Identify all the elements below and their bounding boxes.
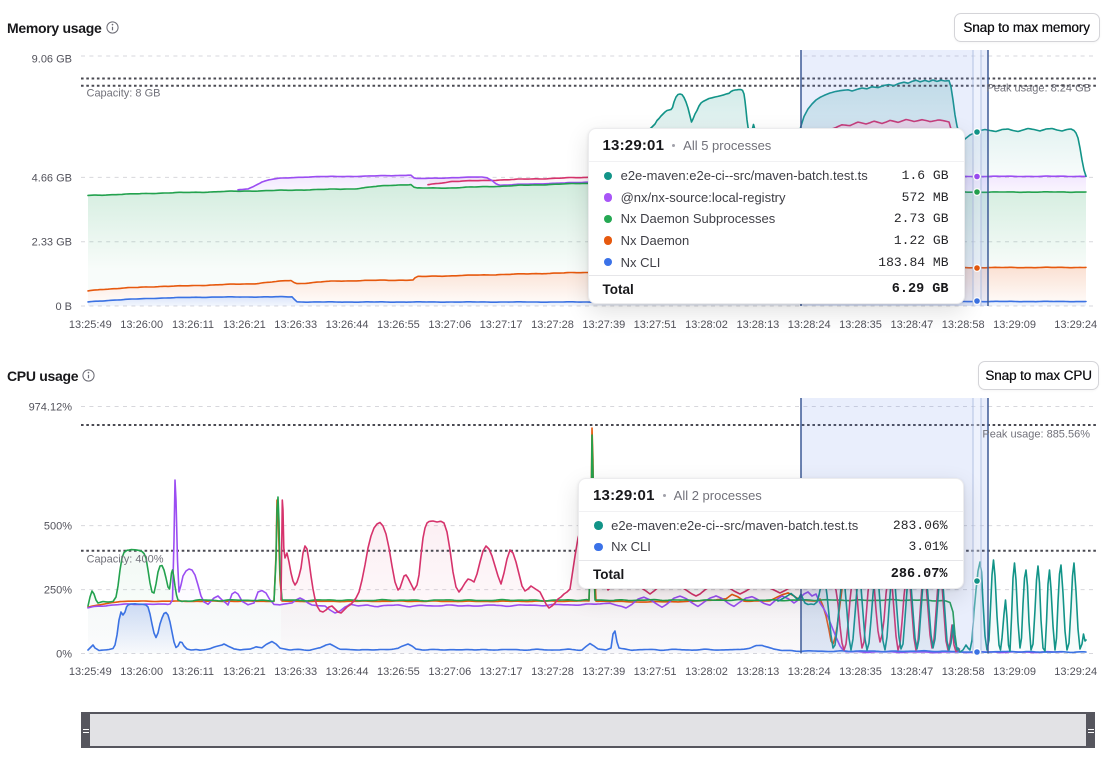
svg-text:13:28:13: 13:28:13: [736, 319, 779, 331]
svg-text:13:26:21: 13:26:21: [223, 319, 266, 331]
svg-text:13:26:00: 13:26:00: [120, 319, 163, 331]
svg-text:Capacity: 8 GB: Capacity: 8 GB: [87, 88, 161, 100]
svg-text:13:27:51: 13:27:51: [634, 666, 677, 678]
svg-text:13:26:21: 13:26:21: [223, 666, 266, 678]
svg-text:13:27:06: 13:27:06: [428, 666, 471, 678]
svg-text:2.33 GB: 2.33 GB: [32, 237, 72, 249]
svg-text:13:26:33: 13:26:33: [274, 319, 317, 331]
svg-text:13:27:39: 13:27:39: [582, 666, 625, 678]
svg-text:13:26:55: 13:26:55: [377, 666, 420, 678]
svg-text:4.66 GB: 4.66 GB: [32, 172, 72, 184]
svg-text:Capacity: 400%: Capacity: 400%: [87, 554, 164, 566]
svg-text:13:28:47: 13:28:47: [890, 319, 933, 331]
svg-text:0%: 0%: [56, 649, 72, 661]
svg-text:0 B: 0 B: [55, 301, 72, 313]
svg-text:13:29:09: 13:29:09: [993, 666, 1036, 678]
svg-text:13:26:11: 13:26:11: [172, 666, 214, 678]
svg-text:13:25:49: 13:25:49: [69, 319, 112, 331]
svg-text:13:28:47: 13:28:47: [890, 666, 933, 678]
svg-text:13:28:58: 13:28:58: [942, 319, 985, 331]
svg-text:13:28:13: 13:28:13: [736, 666, 779, 678]
svg-text:13:27:06: 13:27:06: [428, 319, 471, 331]
svg-text:13:27:17: 13:27:17: [480, 666, 523, 678]
svg-text:13:29:09: 13:29:09: [993, 319, 1036, 331]
svg-text:13:29:24: 13:29:24: [1054, 319, 1097, 331]
svg-text:13:26:44: 13:26:44: [326, 319, 369, 331]
svg-text:13:26:33: 13:26:33: [274, 666, 317, 678]
svg-text:13:28:35: 13:28:35: [839, 666, 882, 678]
svg-text:13:28:24: 13:28:24: [788, 666, 831, 678]
svg-text:13:28:35: 13:28:35: [839, 319, 882, 331]
svg-text:13:26:11: 13:26:11: [172, 319, 214, 331]
svg-text:13:29:24: 13:29:24: [1054, 666, 1097, 678]
svg-text:13:26:55: 13:26:55: [377, 319, 420, 331]
svg-text:13:27:39: 13:27:39: [582, 319, 625, 331]
svg-text:500%: 500%: [44, 521, 72, 533]
svg-text:Peak usage: 8.24 GB: Peak usage: 8.24 GB: [986, 83, 1091, 95]
svg-text:13:28:24: 13:28:24: [788, 319, 831, 331]
svg-text:Peak usage: 885.56%: Peak usage: 885.56%: [982, 429, 1090, 441]
svg-text:13:25:49: 13:25:49: [69, 666, 112, 678]
svg-text:13:26:44: 13:26:44: [326, 666, 369, 678]
svg-text:250%: 250%: [44, 585, 72, 597]
svg-text:13:28:02: 13:28:02: [685, 666, 728, 678]
svg-text:13:27:17: 13:27:17: [480, 319, 523, 331]
svg-text:13:28:02: 13:28:02: [685, 319, 728, 331]
svg-text:974.12%: 974.12%: [29, 402, 73, 414]
svg-text:13:26:00: 13:26:00: [120, 666, 163, 678]
svg-text:13:27:28: 13:27:28: [531, 319, 574, 331]
svg-text:13:28:58: 13:28:58: [942, 666, 985, 678]
svg-text:13:27:28: 13:27:28: [531, 666, 574, 678]
svg-text:9.06 GB: 9.06 GB: [32, 54, 72, 66]
svg-text:13:27:51: 13:27:51: [634, 319, 677, 331]
